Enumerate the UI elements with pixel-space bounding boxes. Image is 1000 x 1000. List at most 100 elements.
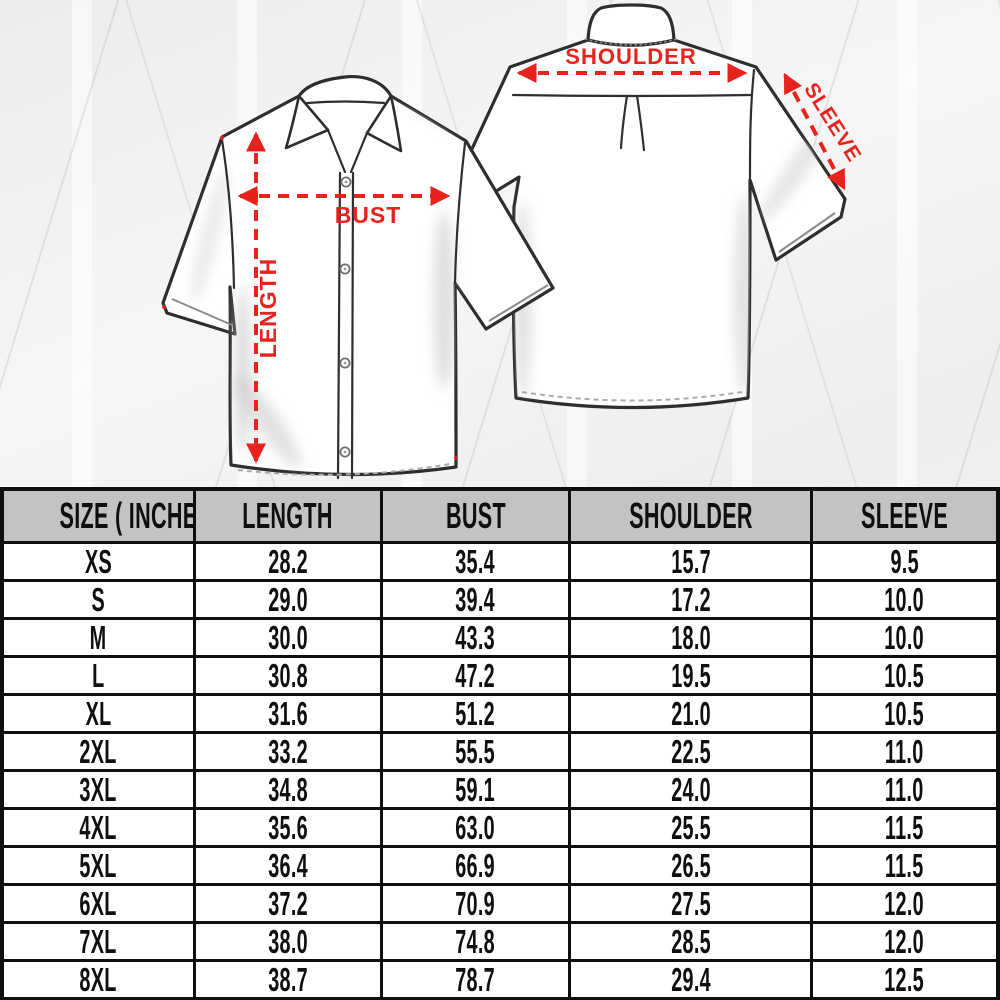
front-collar-right-wing	[365, 94, 403, 153]
size-cell: 7XL	[0, 921, 196, 962]
back-collar	[586, 3, 676, 47]
table-row: 7XL 38.0 74.8 28.5 12.0	[0, 921, 1000, 962]
table-row: 8XL 38.7 78.7 29.4 12.5	[0, 959, 1000, 1000]
table-row: 4XL 35.6 63.0 25.5 11.5	[0, 807, 1000, 848]
shoulder-cell: 24.0	[568, 769, 814, 810]
sleeve-cell: 10.5	[810, 693, 1000, 734]
back-sleeve-hem-stitch	[778, 212, 836, 253]
sleeve-cell: 11.5	[810, 845, 1000, 886]
size-cell: 4XL	[0, 807, 196, 848]
back-armhole-seam	[748, 68, 756, 180]
size-cell: 5XL	[0, 845, 196, 886]
shoulder-cell: 27.5	[568, 883, 814, 924]
sleeve-cell: 12.5	[810, 959, 1000, 1000]
front-right-lapel	[349, 131, 369, 174]
table-row: XS 28.2 35.4 15.7 9.5	[0, 541, 1000, 582]
bust-cell: 55.5	[379, 731, 572, 772]
table-row: XL 31.6 51.2 21.0 10.5	[0, 693, 1000, 734]
shoulder-cell: 26.5	[568, 845, 814, 886]
bust-cell: 78.7	[379, 959, 572, 1000]
back-pleat	[635, 94, 646, 152]
seam-markers	[162, 135, 458, 460]
length-cell: 36.4	[192, 845, 383, 886]
column-header-bust: BUST	[379, 487, 572, 544]
table-row: M 30.0 43.3 18.0 10.0	[0, 617, 1000, 658]
length-cell: 30.8	[192, 655, 383, 696]
length-label: LENGTH	[255, 258, 281, 359]
size-cell: M	[0, 617, 196, 658]
front-placket-left	[336, 171, 342, 480]
sleeve-arrow	[783, 72, 846, 191]
sleeve-cell: 10.0	[810, 579, 1000, 620]
shoulder-cell: 15.7	[568, 541, 814, 582]
column-header-shoulder: SHOULDER	[568, 487, 814, 544]
column-header-length: LENGTH	[192, 487, 383, 544]
placket-buttons	[339, 176, 352, 458]
table-row: 5XL 36.4 66.9 26.5 11.5	[0, 845, 1000, 886]
table-row: L 30.8 47.2 19.5 10.5	[0, 655, 1000, 696]
shoulder-cell: 22.5	[568, 731, 814, 772]
length-cell: 33.2	[192, 731, 383, 772]
bust-cell: 74.8	[379, 921, 572, 962]
header-row: SIZE ( INCHES ) LENGTH BUST SHOULDER SLE…	[0, 487, 1000, 544]
bust-cell: 43.3	[379, 617, 572, 658]
size-cell: S	[0, 579, 196, 620]
shoulder-label: SHOULDER	[565, 44, 696, 69]
shoulder-cell: 17.2	[568, 579, 814, 620]
size-cell: 2XL	[0, 731, 196, 772]
length-cell: 37.2	[192, 883, 383, 924]
sleeve-cell: 11.0	[810, 731, 1000, 772]
sleeve-cell: 12.0	[810, 883, 1000, 924]
front-sleeve-hem-stitch-left	[171, 298, 233, 326]
size-cell: XS	[0, 541, 196, 582]
length-cell: 30.0	[192, 617, 383, 658]
size-cell: XL	[0, 693, 196, 734]
shoulder-cell: 18.0	[568, 617, 814, 658]
table-row: 6XL 37.2 70.9 27.5 12.0	[0, 883, 1000, 924]
size-cell: 6XL	[0, 883, 196, 924]
bust-cell: 39.4	[379, 579, 572, 620]
length-cell: 38.7	[192, 959, 383, 1000]
bust-cell: 59.1	[379, 769, 572, 810]
bust-cell: 47.2	[379, 655, 572, 696]
size-cell: 8XL	[0, 959, 196, 1000]
length-cell: 29.0	[192, 579, 383, 620]
size-cell: 3XL	[0, 769, 196, 810]
sleeve-cell: 10.0	[810, 617, 1000, 658]
shoulder-cell: 29.4	[568, 959, 814, 1000]
front-armhole-seam-right	[453, 141, 467, 285]
back-collar-stitch	[584, 38, 678, 46]
shoulder-cell: 25.5	[568, 807, 814, 848]
bust-cell: 35.4	[379, 541, 572, 582]
length-cell: 35.6	[192, 807, 383, 848]
shirt-measurement-diagram: BUST LENGTH SHOULDER SLEEVE	[161, 3, 866, 480]
sleeve-cell: 12.0	[810, 921, 1000, 962]
front-collar-seam	[305, 100, 386, 105]
table-row: 3XL 34.8 59.1 24.0 11.0	[0, 769, 1000, 810]
front-armhole-seam-left	[220, 138, 236, 290]
table-row: S 29.0 39.4 17.2 10.0	[0, 579, 1000, 620]
back-pleat	[619, 94, 629, 150]
sleeve-cell: 11.0	[810, 769, 1000, 810]
length-cell: 38.0	[192, 921, 383, 962]
front-sleeve-hem-stitch-right	[488, 284, 549, 322]
shoulder-cell: 21.0	[568, 693, 814, 734]
size-cell: L	[0, 655, 196, 696]
shoulder-cell: 28.5	[568, 921, 814, 962]
sleeve-cell: 11.5	[810, 807, 1000, 848]
front-placket-right	[350, 171, 355, 480]
length-cell: 28.2	[192, 541, 383, 582]
column-header-sleeve: SLEEVE	[810, 487, 1000, 544]
front-left-lapel	[326, 128, 347, 174]
back-hem-stitch	[521, 391, 743, 402]
bust-cell: 63.0	[379, 807, 572, 848]
size-chart-table: SIZE ( INCHES ) LENGTH BUST SHOULDER SLE…	[0, 487, 1000, 1000]
sleeve-cell: 9.5	[810, 541, 1000, 582]
bust-cell: 66.9	[379, 845, 572, 886]
shoulder-cell: 19.5	[568, 655, 814, 696]
bust-label: BUST	[335, 202, 402, 228]
sleeve-cell: 10.5	[810, 655, 1000, 696]
table-row: 2XL 33.2 55.5 22.5 11.0	[0, 731, 1000, 772]
length-cell: 31.6	[192, 693, 383, 734]
